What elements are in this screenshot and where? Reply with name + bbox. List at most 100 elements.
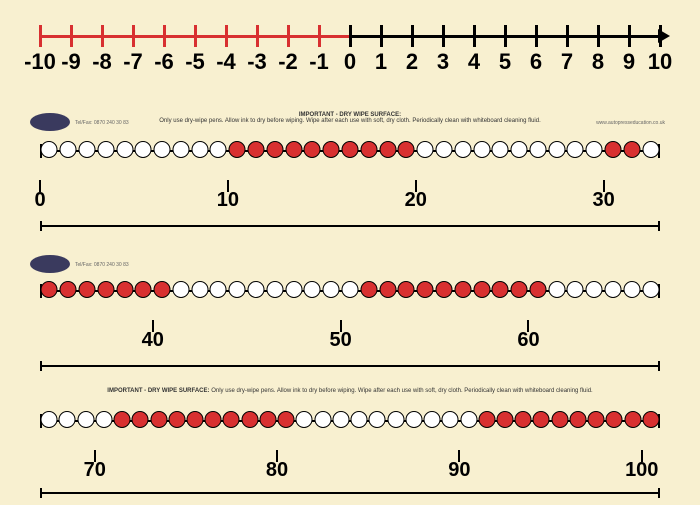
counter-circle [454,281,471,298]
poster: -10-9-8-7-6-5-4-3-2-1012345678910 Tel/Fa… [0,0,700,505]
counter-circle [424,411,441,428]
counter-circle [497,411,514,428]
counter-circle [314,411,331,428]
axis-line-2 [40,365,660,367]
number-label: -2 [278,49,298,75]
counter-circle [41,281,58,298]
counter-circle [567,141,584,158]
counter-circle [548,141,565,158]
counter-circle [229,281,246,298]
counter-circle [473,281,490,298]
counter-circle [41,411,58,428]
axis-line-3 [40,492,660,494]
counter-circle [417,141,434,158]
counter-circle [332,411,349,428]
counter-circle [417,281,434,298]
number-label: -3 [247,49,267,75]
counter-circle [114,411,131,428]
counter-circle [478,411,495,428]
counter-circle [492,141,509,158]
counter-circle [191,141,208,158]
counter-circle [398,141,415,158]
counter-circle [296,411,313,428]
number-label: -9 [61,49,81,75]
counter-circle [278,411,295,428]
counter-circle [473,141,490,158]
number-label: -4 [216,49,236,75]
major-label: 30 [593,189,615,212]
counter-circle [285,141,302,158]
counter-circle [586,141,603,158]
counter-circle [551,411,568,428]
counter-circle [97,141,114,158]
counter-circle [210,141,227,158]
counter-circle [379,141,396,158]
major-label: 70 [84,459,106,482]
counter-circle [605,141,622,158]
number-label: -10 [24,49,56,75]
counter-row-1: 0102030 [40,140,660,210]
counter-circle [588,411,605,428]
counter-circle [351,411,368,428]
counter-circle [387,411,404,428]
counter-circle [379,281,396,298]
counter-circle [623,141,640,158]
counter-circle [342,281,359,298]
counter-circle [266,141,283,158]
counter-circle [605,281,622,298]
counter-circle [369,411,386,428]
major-label: 80 [266,459,288,482]
counter-circle [241,411,258,428]
counter-circle [586,281,603,298]
counter-circle [442,411,459,428]
counter-circle [323,141,340,158]
counter-circle [78,281,95,298]
counter-circle [168,411,185,428]
counter-circle [191,281,208,298]
counter-circle [116,281,133,298]
counter-circle [435,281,452,298]
counter-circle [135,281,152,298]
major-label: 60 [517,329,539,352]
counter-circle [533,411,550,428]
counter-circle [172,281,189,298]
counter-circle [405,411,422,428]
counter-circle [187,411,204,428]
counter-circle [492,281,509,298]
integer-number-line: -10-9-8-7-6-5-4-3-2-1012345678910 [40,25,660,85]
counter-circle [398,281,415,298]
counter-circle [529,141,546,158]
counter-circle [266,281,283,298]
major-label: 20 [405,189,427,212]
counter-circle [132,411,149,428]
counter-row-2: 405060 [40,280,660,350]
number-label: -7 [123,49,143,75]
counter-circle [97,281,114,298]
counter-circle [77,411,94,428]
counter-circle [248,281,265,298]
contact-text: Tel/Fax: 0870 240 30 83 [75,262,129,268]
counter-circle [116,141,133,158]
major-label: 100 [625,459,658,482]
counter-circle [460,411,477,428]
counter-circle [229,141,246,158]
counter-circle [60,141,77,158]
counter-circle [454,141,471,158]
counter-circle [569,411,586,428]
counter-circle [78,141,95,158]
counter-circle [511,141,528,158]
counter-circle [41,141,58,158]
info-text-1: IMPORTANT - DRY WIPE SURFACE:Only use dr… [0,112,700,124]
counter-circle [154,281,171,298]
number-label: 3 [437,49,449,75]
number-label: 5 [499,49,511,75]
counter-circle [323,281,340,298]
counter-circle [172,141,189,158]
counter-row-3: 708090100 [40,410,660,480]
number-label: 4 [468,49,480,75]
counter-circle [223,411,240,428]
number-label: -6 [154,49,174,75]
major-label: 10 [217,189,239,212]
counter-circle [623,281,640,298]
counter-circle [259,411,276,428]
